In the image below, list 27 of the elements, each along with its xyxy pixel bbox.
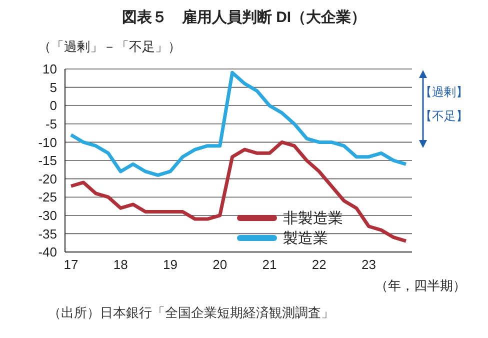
x-tick-label: 19 <box>163 257 178 272</box>
x-axis-title: （年，四半期） <box>375 277 466 295</box>
x-tick-label: 22 <box>312 257 326 272</box>
x-tick-label: 20 <box>212 257 228 272</box>
x-tick-label: 17 <box>64 257 78 272</box>
y-tick-label: -10 <box>38 134 57 150</box>
y-tick-label: 0 <box>50 98 57 114</box>
text: （出所）日本銀行「全国企業短期経済観測調査」 <box>48 304 334 322</box>
y-tick-label: -25 <box>38 190 57 205</box>
y-tick-label: -15 <box>38 153 57 168</box>
line-series <box>69 70 408 177</box>
legend-label: 製造業 <box>283 228 328 248</box>
y-tick-label: -35 <box>38 226 57 242</box>
text: 【不足】 <box>420 108 468 125</box>
y-tick-label: -40 <box>38 244 57 260</box>
line-series <box>69 140 408 243</box>
x-tick-label: 23 <box>362 257 376 272</box>
y-tick-label: -30 <box>38 208 57 224</box>
x-tick-label: 21 <box>262 257 277 272</box>
y-tick-label: -20 <box>38 171 57 186</box>
chart-title: 図表５ 雇用人員判断 DI（大企業） <box>120 8 368 27</box>
text: 【過剰】 <box>420 84 468 101</box>
x-tick-label: 18 <box>113 257 128 272</box>
y-tick-label: 10 <box>42 62 57 77</box>
y-tick-label: 5 <box>50 80 57 95</box>
y-tick-label: -5 <box>45 116 57 132</box>
y-axis-title: （「過剰」－「不足」） <box>38 38 181 56</box>
